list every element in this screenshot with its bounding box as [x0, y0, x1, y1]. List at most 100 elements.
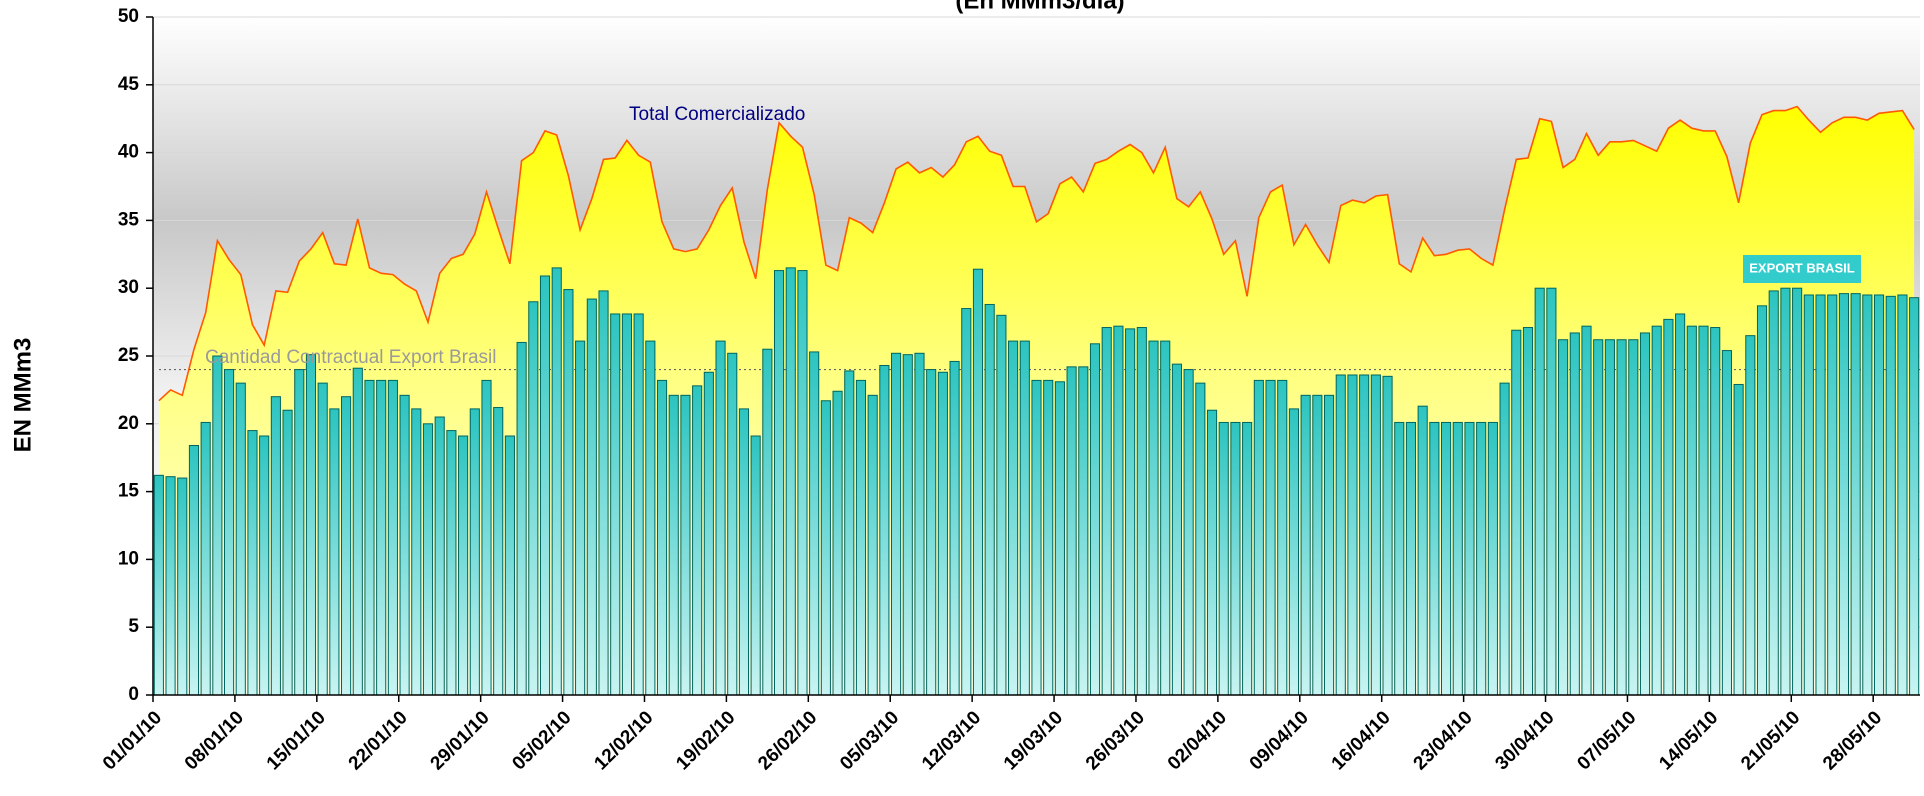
annotation: Cantidad Contractual Export Brasil — [205, 347, 496, 368]
bar — [867, 394, 878, 696]
bar — [1089, 343, 1101, 696]
bar — [1628, 339, 1639, 696]
bar — [235, 382, 246, 696]
bar — [797, 270, 808, 696]
y-tick-label: 40 — [118, 142, 139, 163]
bar — [680, 394, 691, 696]
bar — [1066, 366, 1077, 696]
bar — [727, 352, 738, 696]
bar — [153, 474, 164, 696]
bar — [1827, 294, 1838, 696]
bar — [341, 396, 352, 696]
bar — [891, 352, 902, 696]
bar — [1487, 421, 1498, 696]
bar — [165, 476, 176, 696]
bar — [1370, 374, 1381, 696]
bar — [329, 408, 340, 696]
y-tick-label: 45 — [118, 74, 140, 95]
bar — [1710, 327, 1721, 696]
bar — [692, 385, 703, 696]
bar — [633, 313, 644, 696]
bar — [446, 430, 457, 696]
x-tick-label: 26/02/10 — [754, 707, 821, 774]
bar — [259, 435, 270, 696]
y-tick-label: 15 — [118, 481, 140, 502]
bar — [1218, 421, 1229, 696]
bar — [458, 435, 469, 696]
bar — [914, 352, 925, 696]
bar — [809, 351, 820, 696]
bar — [1546, 287, 1557, 696]
bar — [1148, 340, 1159, 696]
bar — [1359, 374, 1370, 696]
bar — [1698, 325, 1709, 696]
bar — [411, 408, 422, 696]
y-tick-label: 0 — [128, 684, 139, 705]
bar — [1125, 328, 1136, 696]
bar — [1183, 369, 1194, 696]
y-tick-label: 50 — [118, 6, 139, 27]
bar — [1745, 335, 1756, 696]
bar — [1171, 363, 1182, 696]
x-tick-label: 15/01/10 — [263, 707, 330, 774]
bar — [1101, 327, 1112, 696]
bar — [996, 314, 1007, 696]
y-tick-label: 25 — [118, 345, 140, 366]
bar — [282, 409, 293, 696]
bar — [1897, 294, 1908, 696]
bar — [1803, 294, 1814, 696]
bar — [598, 290, 609, 696]
bar — [668, 394, 679, 696]
x-tick-label: 08/01/10 — [181, 707, 248, 774]
bar — [1616, 339, 1627, 696]
bar — [855, 379, 867, 696]
bar — [399, 394, 410, 696]
bar — [1242, 421, 1253, 696]
x-tick-label: 01/01/10 — [99, 707, 166, 774]
bar — [656, 379, 668, 696]
bar — [1569, 332, 1580, 696]
bar — [294, 369, 305, 696]
x-tick-label: 07/05/10 — [1573, 707, 1640, 774]
bar — [984, 303, 995, 696]
bar — [1862, 294, 1873, 696]
bar — [972, 268, 984, 696]
bar — [528, 301, 539, 696]
bar — [1581, 325, 1592, 696]
bar — [1873, 294, 1885, 696]
bar — [1136, 327, 1147, 696]
bar — [750, 435, 761, 696]
bar — [1838, 293, 1850, 696]
bar — [305, 354, 317, 696]
bar — [575, 340, 586, 696]
bar — [1078, 366, 1089, 696]
bar — [926, 369, 937, 696]
area-line — [158, 105, 1915, 402]
x-tick-label: 23/04/10 — [1410, 707, 1477, 774]
bar — [1815, 294, 1826, 696]
legend-box — [1743, 255, 1861, 283]
bar — [1417, 405, 1428, 696]
bar — [539, 275, 551, 696]
bar — [703, 371, 714, 696]
bar — [1206, 409, 1218, 696]
bar — [1780, 287, 1791, 696]
bar — [949, 360, 960, 696]
x-tick-label: 16/04/10 — [1328, 707, 1395, 774]
y-tick-label: 30 — [118, 277, 139, 298]
bar — [762, 348, 773, 696]
bar — [1850, 293, 1861, 696]
bar — [1558, 339, 1569, 696]
bar — [1031, 379, 1042, 696]
x-tick-label: 19/02/10 — [672, 707, 739, 774]
bar — [1288, 408, 1300, 696]
bar — [434, 416, 445, 696]
bar — [1593, 339, 1604, 696]
bar — [1733, 383, 1744, 696]
bar — [317, 382, 328, 696]
bar — [1043, 379, 1054, 696]
bar — [1476, 421, 1487, 696]
bar — [1604, 339, 1615, 696]
x-tick-label: 22/01/10 — [345, 707, 412, 774]
